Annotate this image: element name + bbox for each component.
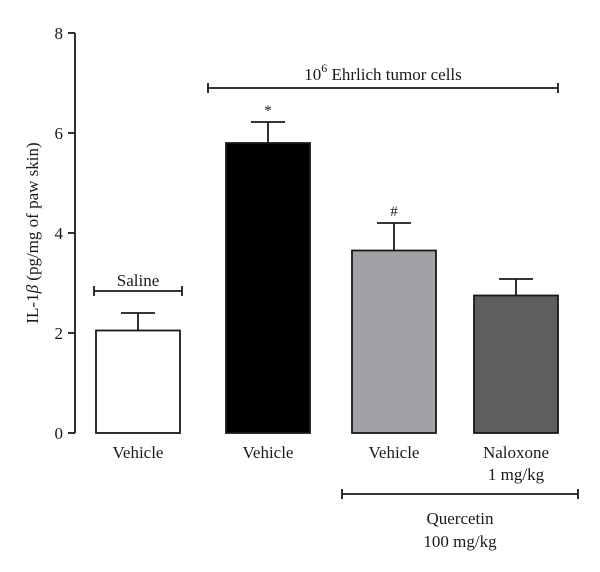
bar (225, 142, 311, 434)
y-tick-label: 6 (55, 124, 64, 143)
category-label: Naloxone (483, 443, 549, 462)
axes: 0 2 4 6 8 (55, 24, 76, 443)
group-brackets (93, 83, 579, 499)
significance-marker: # (390, 204, 398, 220)
bar (95, 329, 181, 434)
significance-marker: * (264, 103, 272, 119)
y-tick-label: 4 (55, 224, 64, 243)
bar (473, 294, 559, 434)
y-tick-label: 2 (55, 324, 64, 343)
saline-label: Saline (117, 271, 160, 290)
y-tick-label: 0 (55, 424, 64, 443)
bar (351, 249, 437, 434)
category-label: Vehicle (113, 443, 164, 462)
quercetin-dose-label: 100 mg/kg (423, 532, 497, 551)
y-axis-label: IL-1β (pg/mg of paw skin) (23, 142, 42, 323)
category-label: Vehicle (369, 443, 420, 462)
y-tick-label: 8 (55, 24, 64, 43)
bars: Vehicle * Vehicle # Vehicle Naloxone 1 mg/kg (95, 103, 559, 484)
category-label: Vehicle (243, 443, 294, 462)
tumor-cells-label: 106 Ehrlich tumor cells (304, 61, 462, 84)
category-label-line2: 1 mg/kg (488, 465, 545, 484)
quercetin-label: Quercetin (426, 509, 494, 528)
